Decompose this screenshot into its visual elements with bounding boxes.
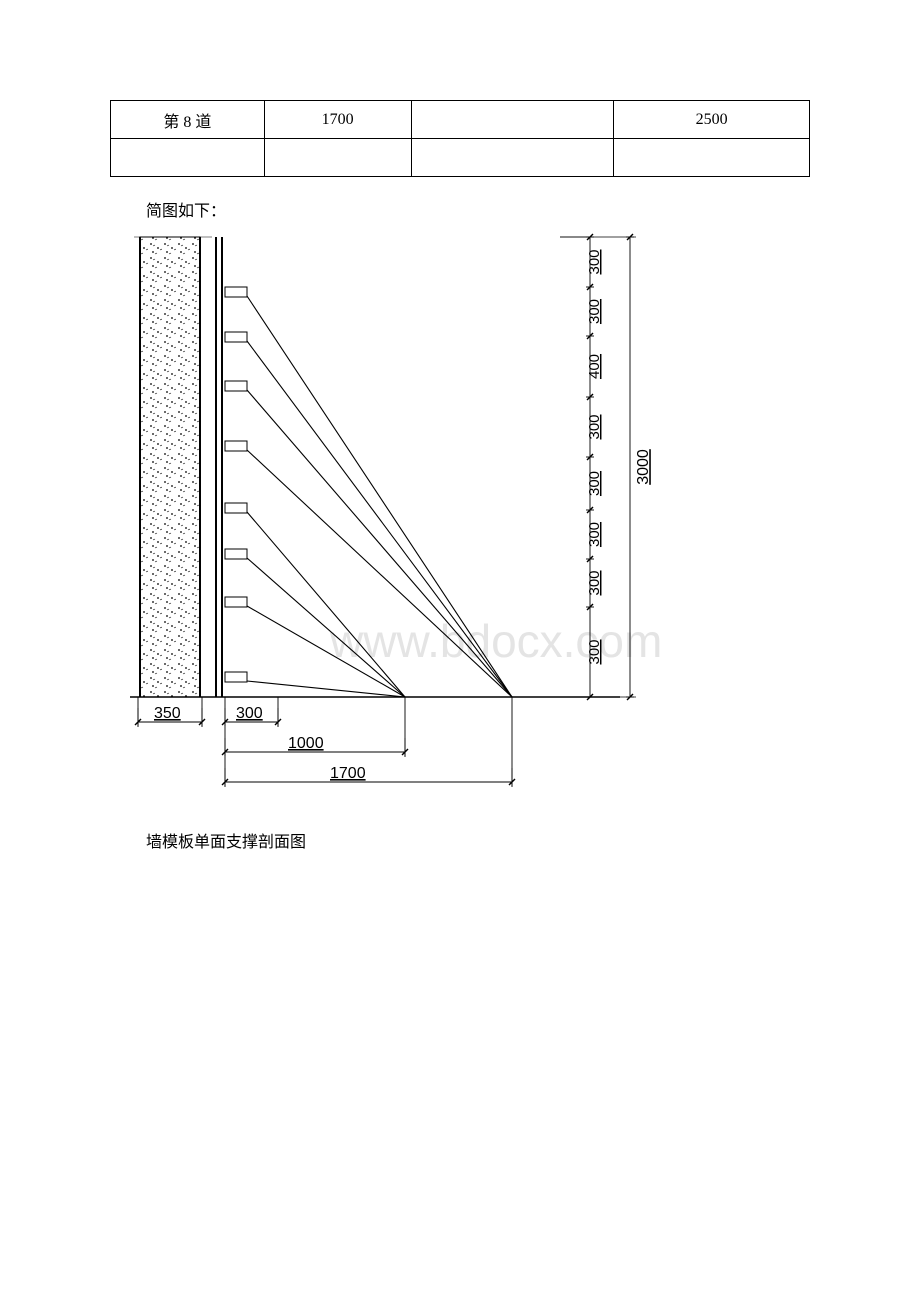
svg-text:400: 400 (586, 354, 603, 379)
cell: 2500 (614, 101, 810, 139)
svg-text:300: 300 (586, 639, 603, 664)
svg-text:300: 300 (586, 299, 603, 324)
svg-text:www.bdocx.com: www.bdocx.com (329, 615, 662, 667)
svg-text:300: 300 (586, 414, 603, 439)
diagram-caption-below: 墙模板单面支撑剖面图 (146, 828, 810, 852)
cell: 1700 (264, 101, 411, 139)
table-row (111, 139, 810, 177)
svg-text:300: 300 (586, 522, 603, 547)
cell (264, 139, 411, 177)
section-diagram: www.bdocx.com 350 300 1000 1700 300 300 400 300 3… (120, 227, 810, 812)
svg-text:1700: 1700 (330, 765, 366, 782)
cell (411, 101, 614, 139)
cell (411, 139, 614, 177)
svg-text:350: 350 (154, 705, 181, 722)
spec-table: 第 8 道 1700 2500 (110, 100, 810, 177)
table-row: 第 8 道 1700 2500 (111, 101, 810, 139)
svg-text:3000: 3000 (635, 449, 652, 485)
svg-text:300: 300 (236, 705, 263, 722)
cell: 第 8 道 (111, 101, 265, 139)
cell (614, 139, 810, 177)
svg-text:300: 300 (586, 570, 603, 595)
cell (111, 139, 265, 177)
diagram-caption-above: 简图如下： (146, 197, 810, 221)
svg-text:300: 300 (586, 471, 603, 496)
svg-text:1000: 1000 (288, 735, 324, 752)
svg-text:300: 300 (586, 249, 603, 274)
